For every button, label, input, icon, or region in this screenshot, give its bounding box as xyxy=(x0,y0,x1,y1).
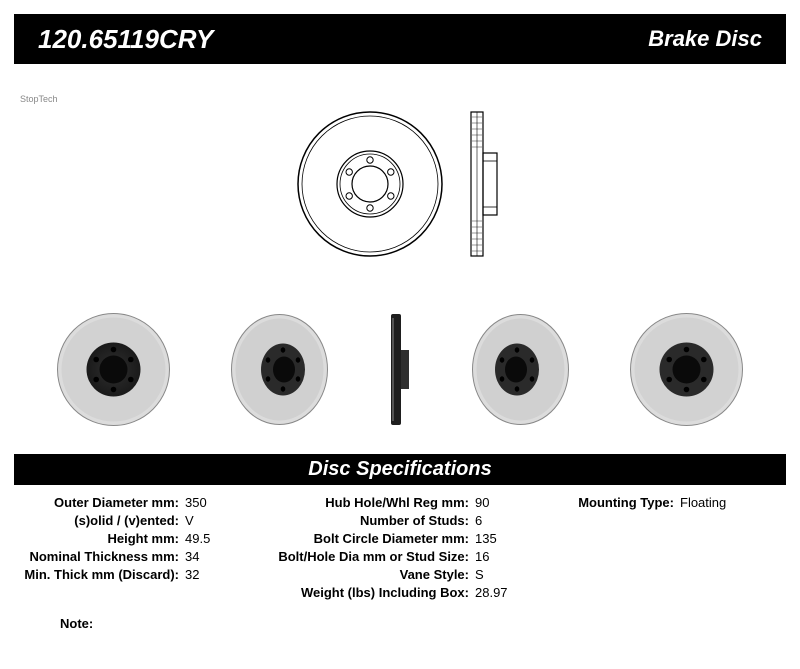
spec-row: Vane Style:S xyxy=(260,567,560,582)
spec-label: Vane Style: xyxy=(260,567,475,582)
spec-value: 16 xyxy=(475,549,489,564)
spec-value: 32 xyxy=(185,567,199,582)
spec-value: 350 xyxy=(185,495,207,510)
spec-label: Outer Diameter mm: xyxy=(20,495,185,510)
spec-row: Min. Thick mm (Discard):32 xyxy=(20,567,260,582)
part-number: 120.65119CRY xyxy=(38,24,213,55)
spec-value: V xyxy=(185,513,194,528)
spec-header-bar: Disc Specifications xyxy=(14,454,786,485)
spec-value: 135 xyxy=(475,531,497,546)
line-drawing-row xyxy=(0,94,800,274)
spec-value: 49.5 xyxy=(185,531,210,546)
spec-table: Outer Diameter mm:350 (s)olid / (v)ented… xyxy=(0,485,800,600)
disc-photo-angle2-icon xyxy=(463,312,578,427)
spec-label: (s)olid / (v)ented: xyxy=(20,513,185,528)
photo-row xyxy=(0,304,800,434)
spec-row: Bolt/Hole Dia mm or Stud Size:16 xyxy=(260,549,560,564)
spec-label: Weight (lbs) Including Box: xyxy=(260,585,475,600)
disc-photo-side-icon xyxy=(388,312,412,427)
spec-row: Hub Hole/Whl Reg mm:90 xyxy=(260,495,560,510)
spec-label: Height mm: xyxy=(20,531,185,546)
spec-row: Weight (lbs) Including Box:28.97 xyxy=(260,585,560,600)
spec-value: 90 xyxy=(475,495,489,510)
spec-label: Hub Hole/Whl Reg mm: xyxy=(260,495,475,510)
spec-column-2: Hub Hole/Whl Reg mm:90 Number of Studs:6… xyxy=(260,495,560,600)
spec-row: Number of Studs:6 xyxy=(260,513,560,528)
disc-line-side-icon xyxy=(465,109,505,259)
spec-row: Height mm:49.5 xyxy=(20,531,260,546)
spec-value: 28.97 xyxy=(475,585,508,600)
disc-line-front-icon xyxy=(295,109,445,259)
spec-value: S xyxy=(475,567,484,582)
spec-row: Outer Diameter mm:350 xyxy=(20,495,260,510)
spec-column-1: Outer Diameter mm:350 (s)olid / (v)ented… xyxy=(20,495,260,600)
spec-label: Mounting Type: xyxy=(560,495,680,510)
spec-value: 6 xyxy=(475,513,482,528)
spec-row: (s)olid / (v)ented:V xyxy=(20,513,260,528)
spec-value: 34 xyxy=(185,549,199,564)
spec-label: Bolt Circle Diameter mm: xyxy=(260,531,475,546)
note-label: Note: xyxy=(60,616,93,631)
spec-row: Bolt Circle Diameter mm:135 xyxy=(260,531,560,546)
spec-label: Min. Thick mm (Discard): xyxy=(20,567,185,582)
spec-row: Nominal Thickness mm:34 xyxy=(20,549,260,564)
spec-label: Nominal Thickness mm: xyxy=(20,549,185,564)
disc-photo-back-icon xyxy=(629,312,744,427)
spec-column-3: Mounting Type:Floating xyxy=(560,495,780,600)
product-type: Brake Disc xyxy=(648,26,762,52)
note-row: Note: xyxy=(0,600,800,631)
spec-label: Bolt/Hole Dia mm or Stud Size: xyxy=(260,549,475,564)
spec-row: Mounting Type:Floating xyxy=(560,495,780,510)
brand-logo: StopTech xyxy=(20,94,58,104)
spec-value: Floating xyxy=(680,495,726,510)
spec-label: Number of Studs: xyxy=(260,513,475,528)
header-bar: 120.65119CRY Brake Disc xyxy=(14,14,786,64)
disc-photo-angle1-icon xyxy=(222,312,337,427)
disc-photo-front-icon xyxy=(56,312,171,427)
